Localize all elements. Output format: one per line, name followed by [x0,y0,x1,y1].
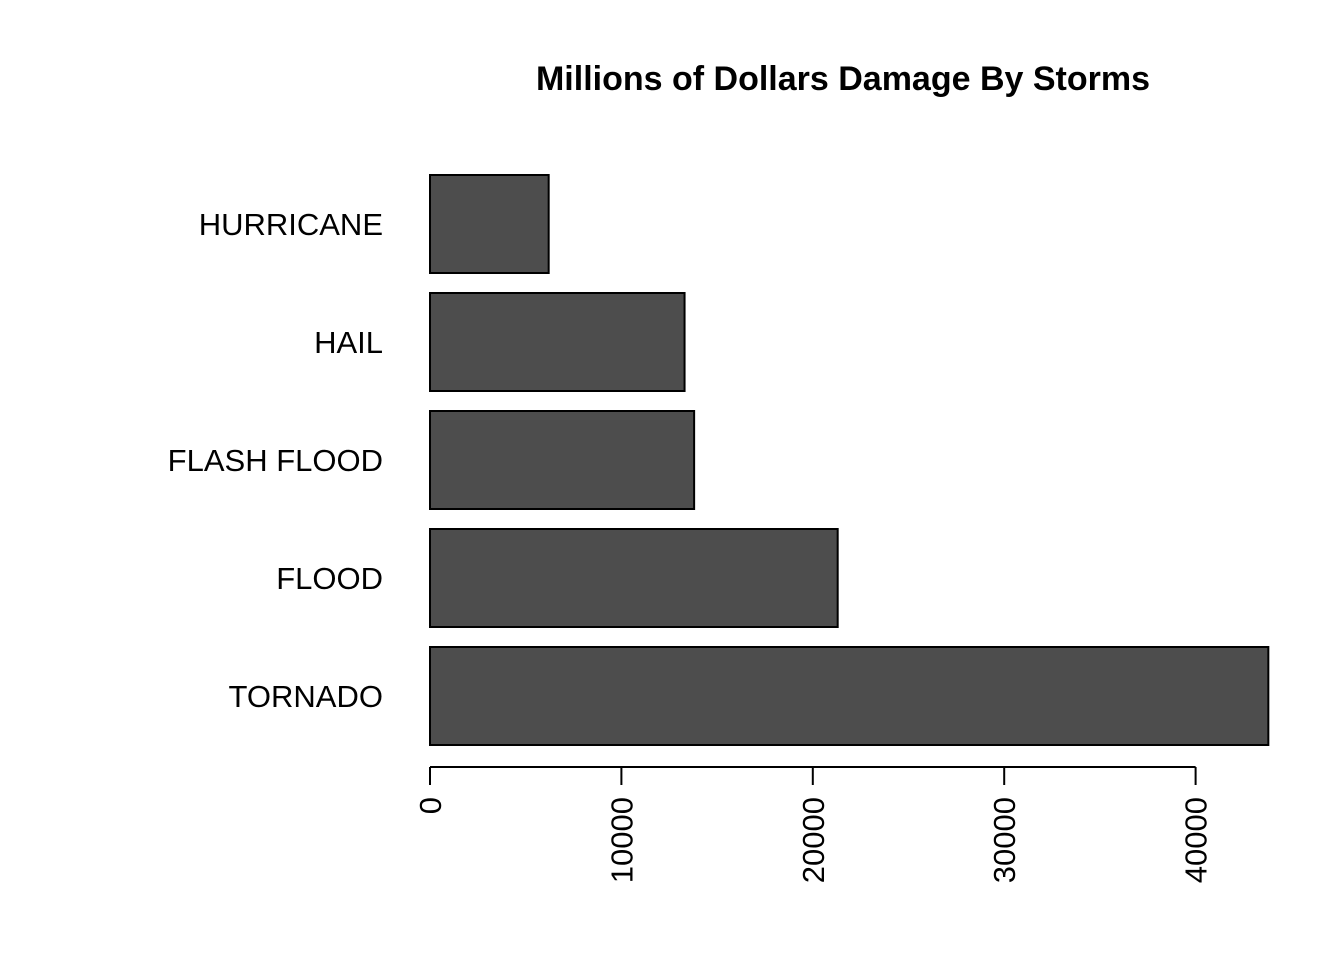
x-tick-label-30000: 30000 [987,797,1022,883]
category-label-hail: HAIL [314,325,383,360]
bar-flash-flood [429,410,696,510]
x-tick-label-20000: 20000 [796,797,831,883]
category-label-tornado: TORNADO [229,679,383,714]
x-tick-label-0: 0 [413,797,448,814]
bars-group [429,174,1270,746]
bar-tornado [429,646,1270,746]
chart-title: Millions of Dollars Damage By Storms [536,60,1150,98]
category-label-flood: FLOOD [276,561,383,596]
bar-hail [429,292,686,392]
category-label-flash-flood: FLASH FLOOD [168,443,383,478]
x-tick-label-10000: 10000 [604,797,639,883]
category-label-hurricane: HURRICANE [199,207,383,242]
x-tick-label-40000: 40000 [1179,797,1214,883]
bar-flood [429,528,839,628]
category-labels-group: TORNADO FLOOD FLASH FLOOD HAIL HURRICANE [168,207,383,714]
x-axis: 0 10000 20000 30000 40000 [413,766,1214,883]
bar-hurricane [429,174,550,274]
